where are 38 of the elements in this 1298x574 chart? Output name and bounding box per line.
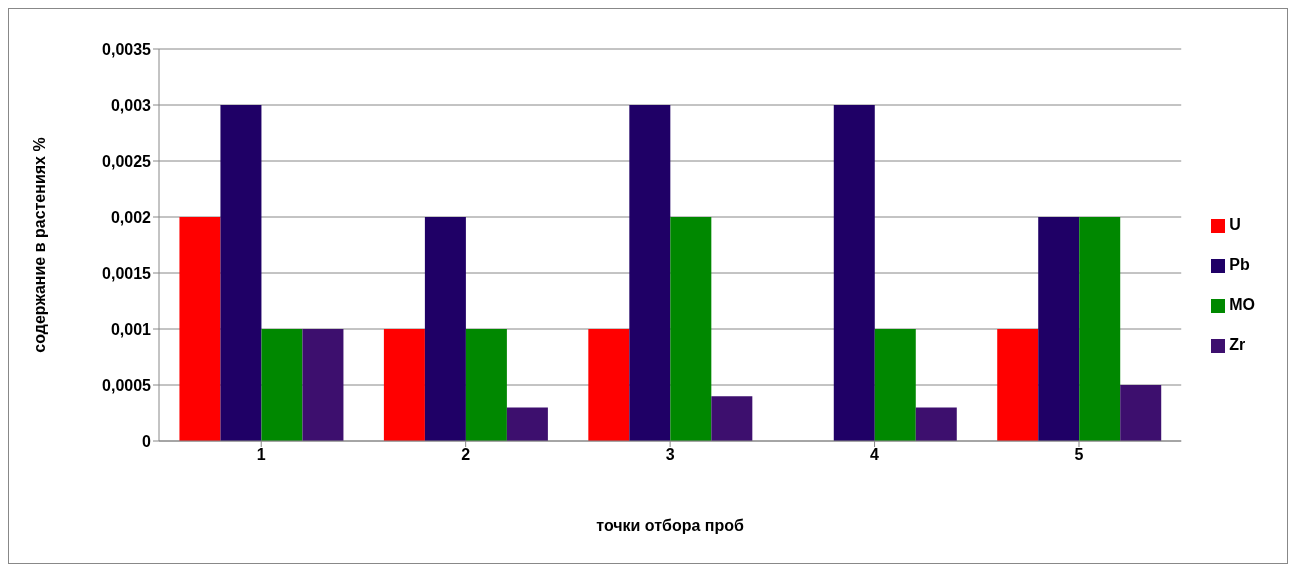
bar bbox=[179, 217, 221, 441]
bar bbox=[465, 329, 507, 441]
x-tick-label: 5 bbox=[1074, 446, 1084, 464]
bar bbox=[915, 407, 957, 441]
x-tick-label: 1 bbox=[256, 446, 266, 464]
bar bbox=[220, 105, 262, 441]
y-tick-label: 0,001 bbox=[110, 320, 152, 338]
x-tick-label: 3 bbox=[665, 446, 675, 464]
x-axis-title: точки отбора проб bbox=[596, 517, 745, 534]
bar bbox=[711, 396, 753, 441]
y-tick-label: 0 bbox=[142, 432, 152, 450]
bar bbox=[629, 105, 671, 441]
x-tick-label: 4 bbox=[870, 446, 880, 464]
bar bbox=[424, 217, 466, 441]
bar bbox=[506, 407, 548, 441]
y-tick-label: 0,003 bbox=[110, 96, 152, 114]
legend-label: Zr bbox=[1229, 336, 1246, 353]
bar bbox=[1079, 217, 1121, 441]
y-tick-label: 0,0035 bbox=[102, 40, 152, 58]
y-tick-label: 0,002 bbox=[110, 208, 152, 226]
y-axis-title: содержание в растениях % bbox=[30, 137, 48, 353]
bar bbox=[383, 329, 425, 441]
legend-label: Pb bbox=[1229, 256, 1250, 273]
bar bbox=[261, 329, 303, 441]
legend-label: MO bbox=[1229, 296, 1255, 313]
bar bbox=[997, 329, 1039, 441]
legend-label: U bbox=[1229, 216, 1241, 233]
y-tick-label: 0,0015 bbox=[102, 264, 152, 282]
bar bbox=[874, 329, 916, 441]
bar bbox=[588, 329, 630, 441]
bar bbox=[1038, 217, 1080, 441]
y-tick-label: 0,0025 bbox=[102, 152, 152, 170]
bar bbox=[1120, 385, 1162, 441]
bar bbox=[302, 329, 344, 441]
bar bbox=[833, 105, 875, 441]
x-tick-label: 2 bbox=[461, 446, 471, 464]
bar bbox=[670, 217, 712, 441]
y-tick-label: 0,0005 bbox=[102, 376, 152, 394]
